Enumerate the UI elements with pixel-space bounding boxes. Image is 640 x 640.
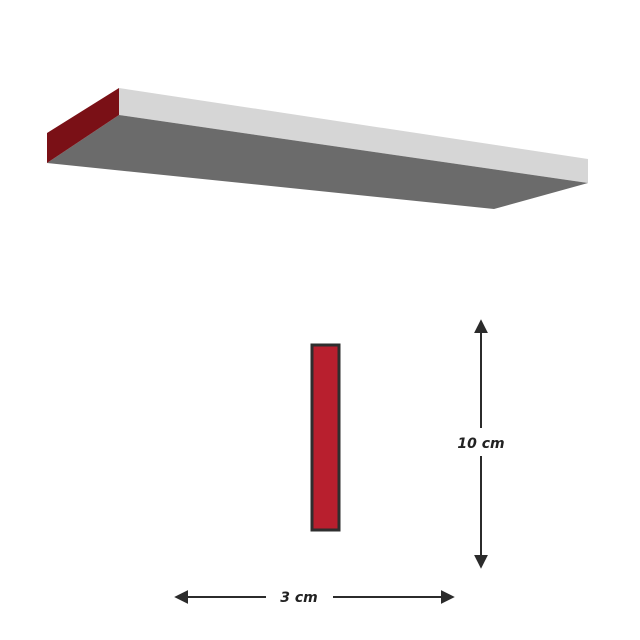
shelf-top-face	[119, 88, 588, 183]
width-label: 3 cm	[280, 590, 318, 606]
shelf-3d-view	[47, 88, 588, 209]
shelf-end-face	[47, 88, 119, 163]
shelf-bottom-face	[47, 115, 588, 209]
shelf-cross-section	[310, 343, 341, 532]
width-dimension: 3 cm	[174, 590, 455, 606]
height-dimension: 10 cm	[457, 319, 505, 569]
height-label: 10 cm	[457, 436, 504, 452]
